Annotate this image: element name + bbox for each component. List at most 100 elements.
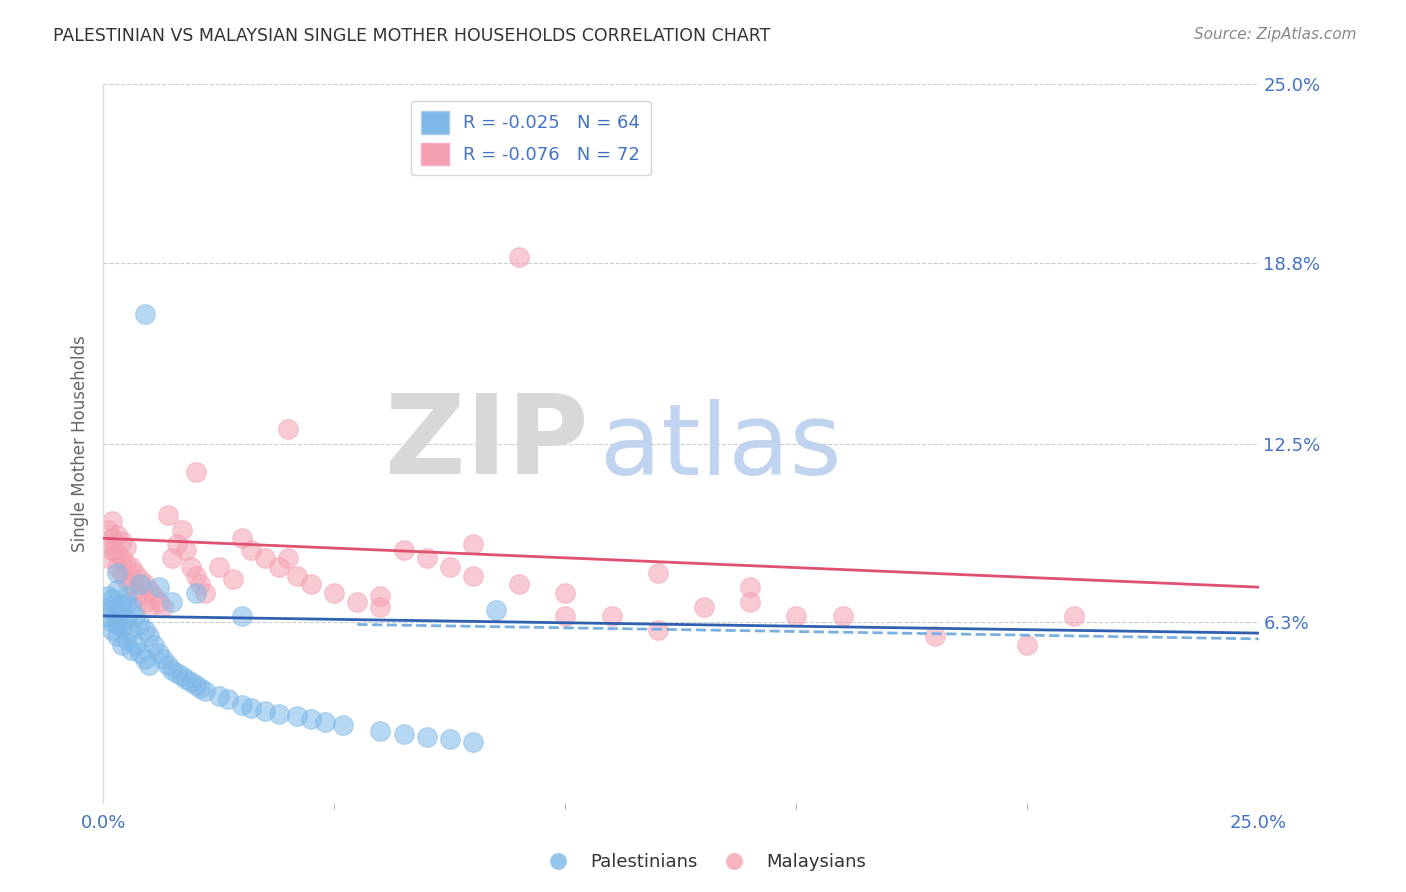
- Point: [415, 551, 437, 566]
- Point: [485, 603, 508, 617]
- Point: [124, 582, 146, 597]
- Point: [138, 582, 160, 597]
- Point: [115, 557, 138, 571]
- Point: [740, 580, 762, 594]
- Point: [647, 624, 669, 638]
- Point: [115, 540, 138, 554]
- Point: [152, 652, 174, 666]
- Point: [267, 706, 290, 721]
- Point: [231, 608, 253, 623]
- Point: [208, 690, 231, 704]
- Point: [120, 577, 142, 591]
- Point: [208, 560, 231, 574]
- Point: [129, 572, 152, 586]
- Point: [170, 669, 193, 683]
- Point: [253, 551, 276, 566]
- Text: atlas: atlas: [600, 399, 842, 496]
- Point: [415, 730, 437, 744]
- Point: [101, 603, 124, 617]
- Point: [439, 732, 461, 747]
- Point: [101, 514, 124, 528]
- Point: [143, 638, 166, 652]
- Point: [101, 624, 124, 638]
- Point: [143, 589, 166, 603]
- Point: [188, 681, 211, 695]
- Point: [240, 542, 263, 557]
- Point: [924, 629, 946, 643]
- Point: [180, 675, 202, 690]
- Point: [370, 723, 392, 738]
- Point: [138, 657, 160, 672]
- Point: [693, 600, 716, 615]
- Point: [105, 629, 128, 643]
- Point: [176, 542, 198, 557]
- Point: [461, 568, 484, 582]
- Point: [184, 678, 207, 692]
- Point: [508, 577, 530, 591]
- Point: [105, 566, 128, 580]
- Point: [323, 586, 346, 600]
- Point: [600, 608, 623, 623]
- Point: [166, 537, 188, 551]
- Point: [124, 638, 146, 652]
- Point: [267, 560, 290, 574]
- Point: [231, 698, 253, 712]
- Point: [392, 542, 415, 557]
- Point: [231, 531, 253, 545]
- Point: [253, 704, 276, 718]
- Point: [156, 508, 179, 523]
- Point: [97, 537, 120, 551]
- Point: [138, 600, 160, 615]
- Point: [148, 580, 170, 594]
- Point: [277, 551, 299, 566]
- Point: [170, 523, 193, 537]
- Point: [134, 577, 156, 591]
- Point: [277, 422, 299, 436]
- Point: [110, 598, 132, 612]
- Point: [647, 566, 669, 580]
- Point: [105, 617, 128, 632]
- Point: [162, 594, 184, 608]
- Point: [152, 600, 174, 615]
- Point: [129, 577, 152, 591]
- Point: [101, 542, 124, 557]
- Point: [554, 608, 576, 623]
- Point: [120, 643, 142, 657]
- Point: [138, 629, 160, 643]
- Legend: Palestinians, Malaysians: Palestinians, Malaysians: [533, 847, 873, 879]
- Point: [188, 577, 211, 591]
- Point: [148, 594, 170, 608]
- Point: [162, 664, 184, 678]
- Point: [105, 546, 128, 560]
- Point: [148, 646, 170, 660]
- Point: [461, 537, 484, 551]
- Legend: R = -0.025   N = 64, R = -0.076   N = 72: R = -0.025 N = 64, R = -0.076 N = 72: [411, 101, 651, 176]
- Point: [554, 586, 576, 600]
- Point: [217, 692, 239, 706]
- Point: [101, 591, 124, 606]
- Point: [240, 700, 263, 714]
- Text: Source: ZipAtlas.com: Source: ZipAtlas.com: [1194, 27, 1357, 42]
- Point: [101, 615, 124, 629]
- Point: [370, 589, 392, 603]
- Point: [299, 577, 322, 591]
- Point: [110, 620, 132, 634]
- Point: [439, 560, 461, 574]
- Point: [156, 657, 179, 672]
- Point: [115, 612, 138, 626]
- Point: [120, 560, 142, 574]
- Point: [831, 608, 853, 623]
- Point: [166, 666, 188, 681]
- Point: [392, 726, 415, 740]
- Point: [97, 551, 120, 566]
- Point: [129, 646, 152, 660]
- Text: ZIP: ZIP: [385, 390, 589, 497]
- Point: [129, 589, 152, 603]
- Point: [740, 594, 762, 608]
- Point: [184, 586, 207, 600]
- Point: [299, 712, 322, 726]
- Point: [110, 566, 132, 580]
- Point: [461, 735, 484, 749]
- Y-axis label: Single Mother Households: Single Mother Households: [72, 335, 89, 552]
- Point: [120, 600, 142, 615]
